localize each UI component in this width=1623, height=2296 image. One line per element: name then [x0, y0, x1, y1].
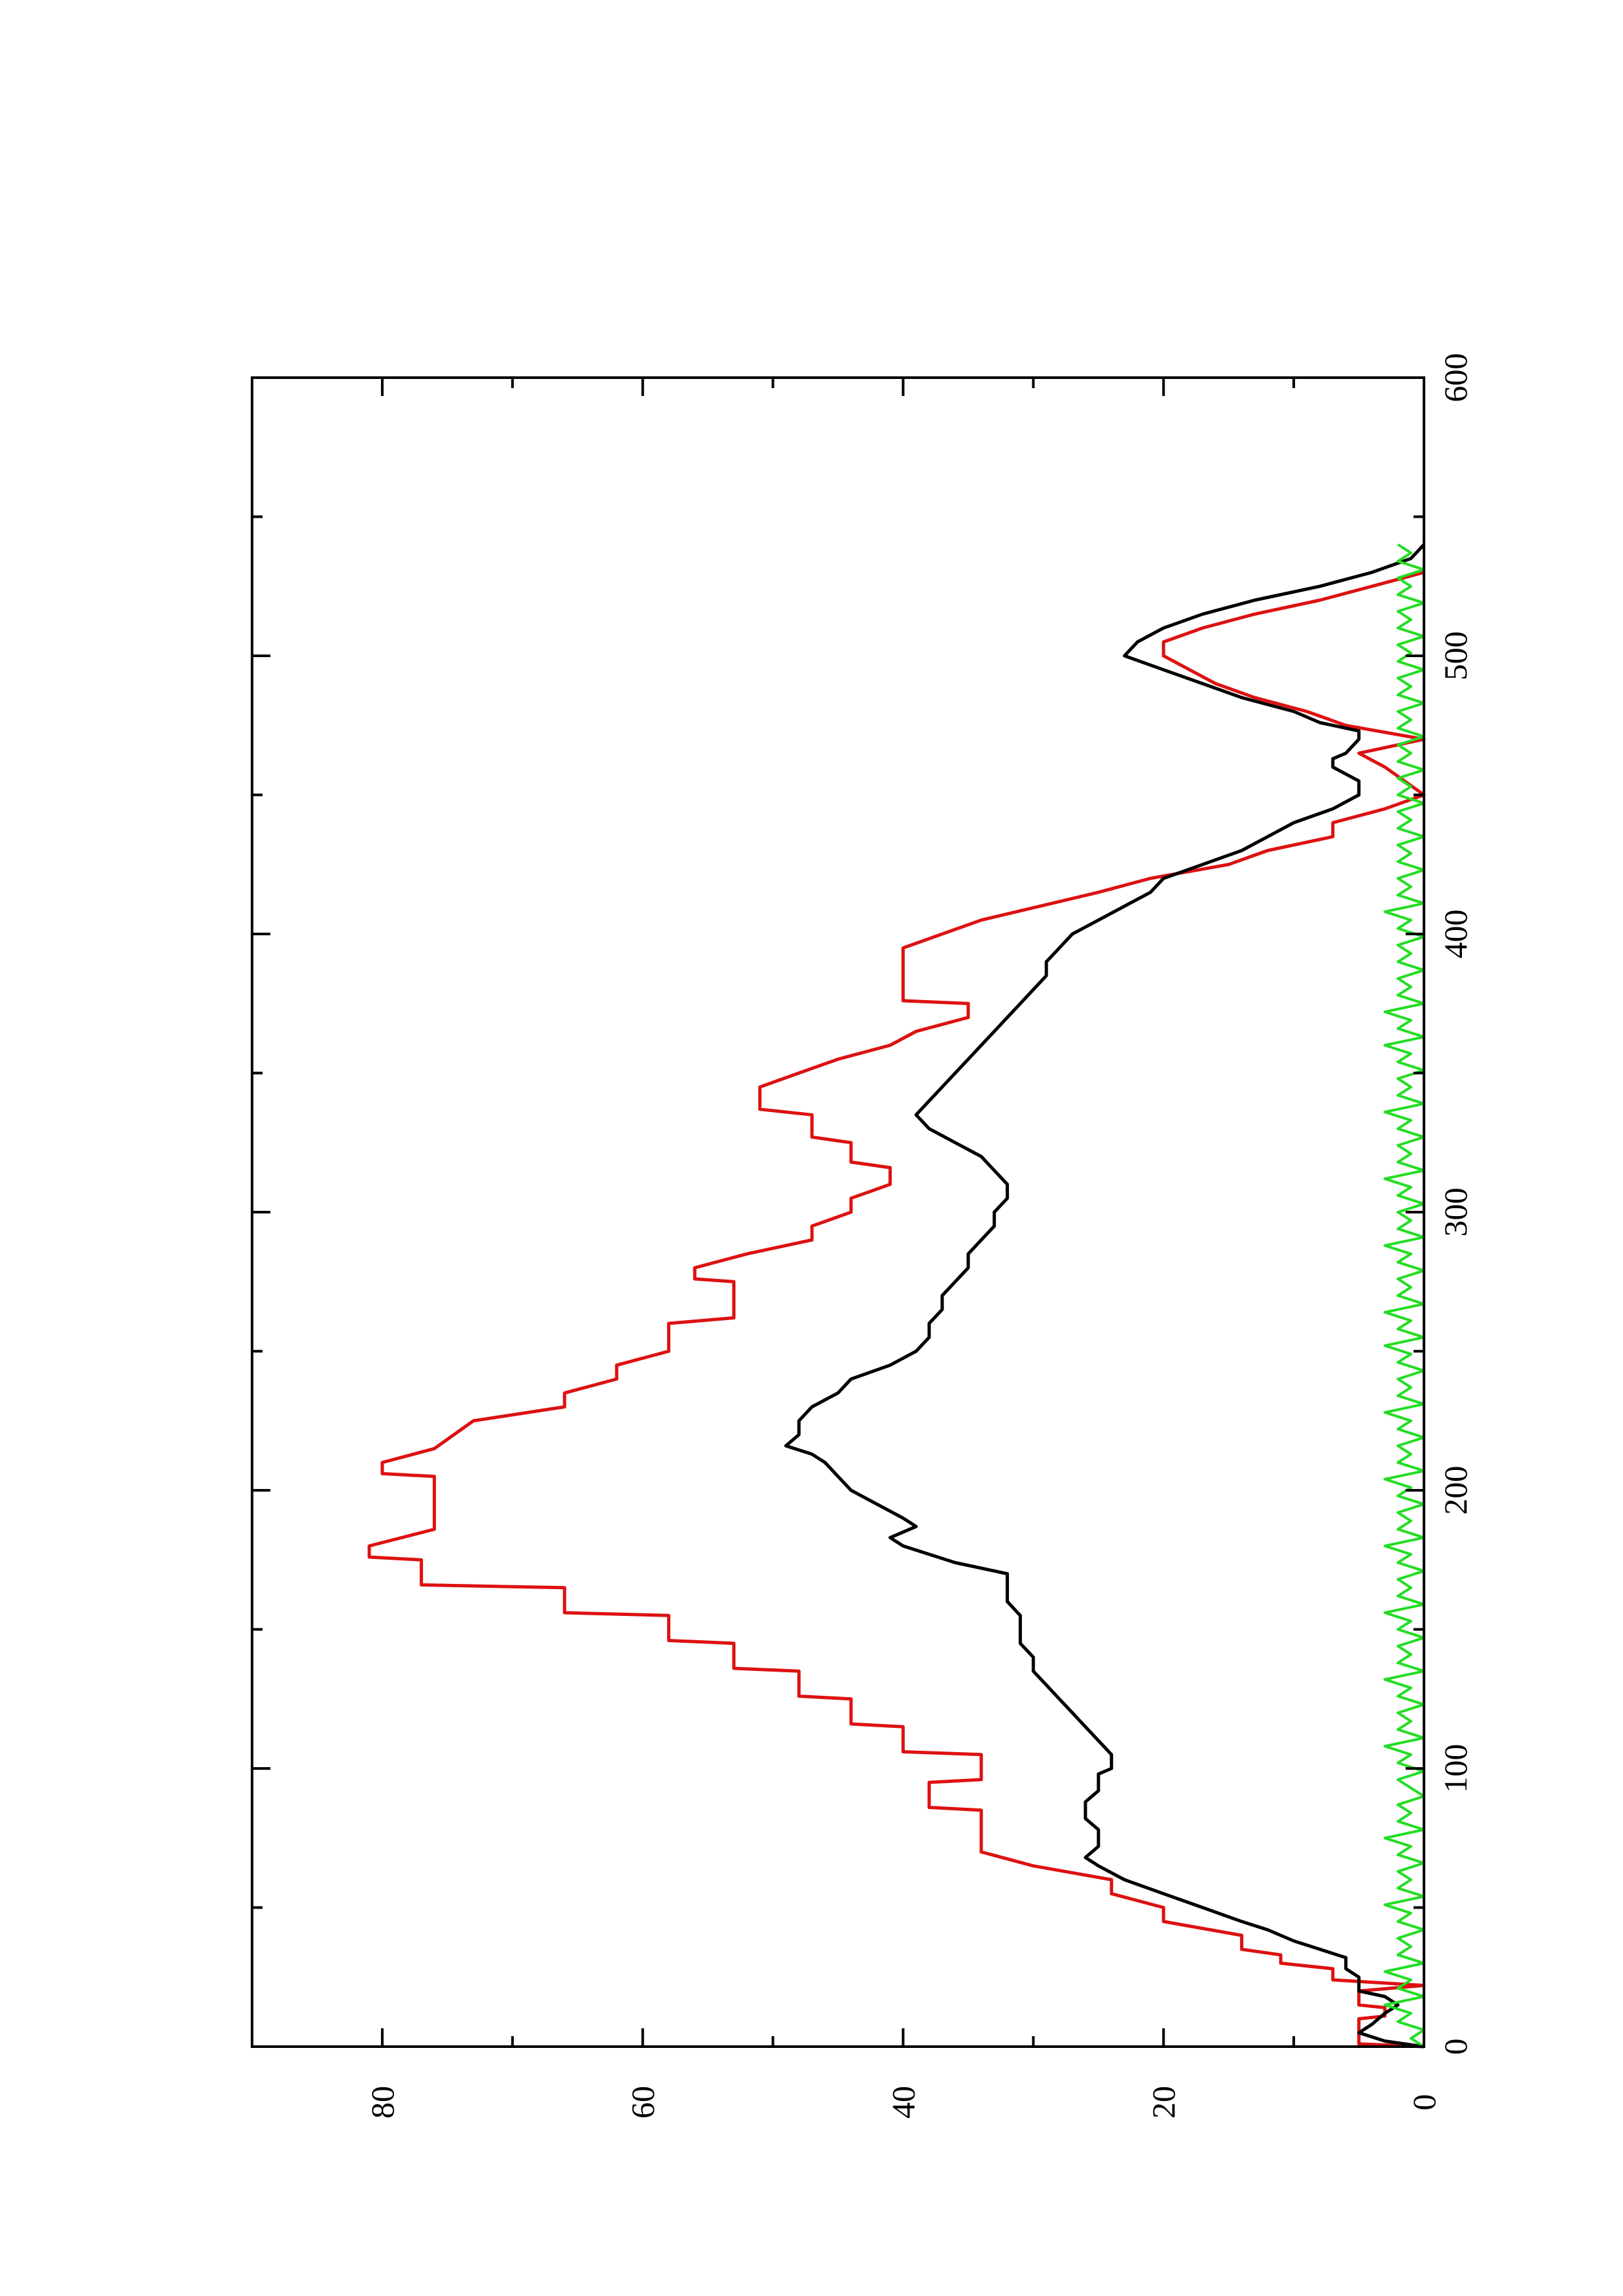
x-tick-label: 600	[1437, 353, 1474, 403]
x-tick-label: 200	[1437, 1466, 1474, 1515]
y-tick-label: 20	[1145, 2086, 1182, 2119]
x-tick-label: 0	[1437, 2039, 1474, 2055]
y-tick-label: 60	[625, 2086, 661, 2119]
x-axis-ticks: 0 100 200 300 400 500 600	[252, 353, 1474, 2055]
y-tick-label: 40	[884, 2086, 921, 2119]
x-tick-label: 500	[1437, 632, 1474, 681]
y-tick-label: 80	[364, 2086, 401, 2119]
x-tick-label: 300	[1437, 1188, 1474, 1237]
x-tick-label: 100	[1437, 1744, 1474, 1793]
series-line-2	[784, 543, 1425, 2049]
plot-frame	[251, 376, 1425, 2048]
series-line-1	[367, 571, 1426, 2049]
plot-series	[367, 543, 1426, 2049]
x-tick-label: 400	[1437, 910, 1474, 959]
y-tick-label: 0	[1406, 2094, 1442, 2111]
y-axis-ticks: 0 20 40 60 80	[251, 378, 1442, 2119]
